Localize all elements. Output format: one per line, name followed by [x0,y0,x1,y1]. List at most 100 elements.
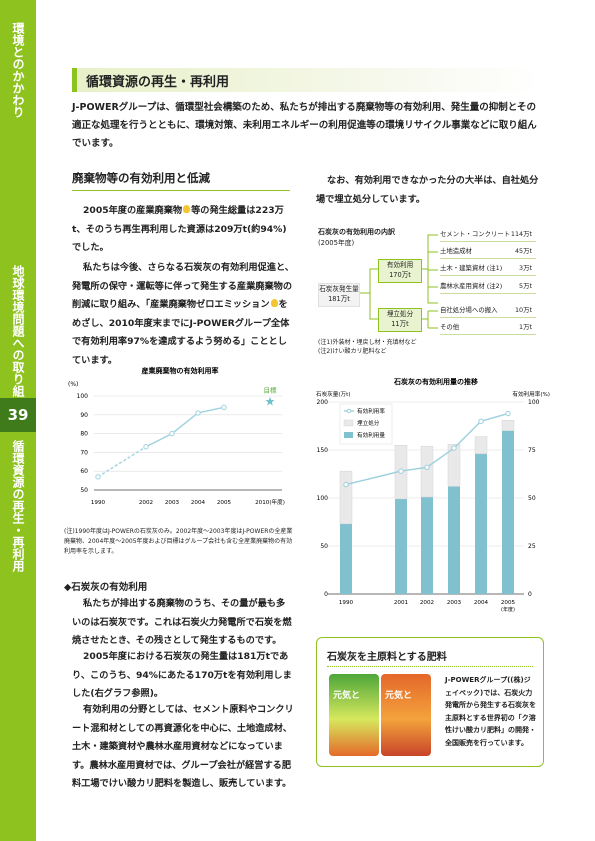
chart2-bar-used [421,497,433,594]
chart2-legend-label: 有効利用量 [357,431,385,439]
chart2-legend-swatch-landfill [343,419,354,427]
chart2-legend-swatch-used [344,432,353,438]
flow-used-label: 有効利用 [386,261,414,269]
flow-leaf: 土地造成材 45万t [440,245,536,259]
page-number: 39 [0,398,36,432]
flow-subtitle: (2005年度) [318,239,355,247]
intro-paragraph: J-POWERグループは、循環型社会構築のため、私たちが排出する廃棄物等の有効利… [72,102,537,149]
chart1-xtick: 2004 [191,500,206,506]
chart2-ytick-right: 75 [528,447,536,454]
flow-leaf-value: 10万t [514,306,532,314]
box-text: J-POWERグループ((株)ジェイペック)では、石炭火力発電所から発生する石炭… [445,676,536,747]
flow-leaf-value: 3万t [519,264,532,272]
chart1-xtick: 2005 [217,500,232,506]
fertilizer-box: 石炭灰を主原料とする肥料 元気と 元気と J-POWERグループ((株)ジェイペ… [316,637,544,767]
chart2-bar-used [448,486,460,594]
chart1-point [195,410,201,416]
flow-leaf-label: セメント・コンクリート [440,230,511,238]
page-title-bar: 循環資源の再生・再利用 [72,68,542,92]
chart1-target-label: 目標 [264,386,278,395]
chart2-xtick: 2002 [420,600,434,606]
flow-root-value: 181万t [328,295,350,303]
chart2-legend-label: 有効利用率 [357,407,385,415]
chart1-ytick: 60 [80,468,88,475]
chart1-point [95,474,101,480]
sidebar-topic: 循環資源の再生・再利用 [11,440,25,572]
paragraph-4: 2005年度における石炭灰の発生量は181万tであり、このうち、94%にあたる1… [72,651,292,699]
chart2-title: 石炭灰の有効利用量の推移 [393,377,478,386]
right-paragraph: なお、有効利用できなかった分の大半は、自社処分場で埋立処分しています。 [316,175,539,205]
chart2-ytick-right: 50 [528,495,536,502]
flow-landfill-label: 埋立処分 [386,310,414,318]
fertilizer-package-image: 元気と [329,674,379,756]
flow-root: 石炭灰発生量 181万t [318,283,360,307]
flow-leaf: 農林水産用資材 (注2) 5万t [440,280,536,294]
chart1-point [169,430,175,437]
sidebar-category: 環境とのかかわり [11,22,25,118]
paragraph-1: 2005年度の産業廃棄物 等の発生総量は223万t、そのうち再生再利用した資源は2… [72,202,294,258]
paragraph-2: 私たちは今後、さらなる石炭灰の有効利用促進と、発電所の保守・運転等に伴って発生す… [72,259,294,370]
section-heading: 廃棄物等の有効利用と低減 [72,170,290,191]
flow-leaf-label: 土地造成材 [440,247,472,255]
chart1-ytick: 70 [80,449,88,456]
flow-leaf-label: その他 [440,323,460,331]
chart1-ytick: 90 [80,412,88,419]
chart2-xtick: 2001 [394,600,409,606]
flow-leaf: その他 1万t [440,321,536,335]
paragraph-2-b: をめざし、2010年度末までにJ-POWERグループ全体で有効利用率97%を達成… [72,299,290,366]
flow-leaf-value: 114万t [510,230,532,238]
flow-note-1: (注1)外装材・埋戻し材・充填材など [318,339,417,346]
flow-used: 有効利用 170万t [378,259,422,283]
chart2-ytick-left: 100 [317,495,329,502]
chart1-ytick: 100 [77,393,89,400]
chart2-xlabel: (年度) [501,606,515,612]
package-text: 元気と [333,691,361,701]
flow-landfill-value: 11万t [391,320,409,328]
sidebar-section: 地球環境問題への取り組み [11,265,25,409]
chart1-ytick: 80 [80,431,88,438]
page-title: 循環資源の再生・再利用 [86,75,230,90]
chart2-rate-point [398,468,404,474]
flow-leaf-value: 45万t [514,247,532,255]
paragraph-5: 有効利用の分野としては、セメント原料やコンクリート混和材としての再資源化を中心に… [72,704,294,789]
flow-leaf-label: 農林水産用資材 (注2) [440,282,503,290]
chart2-ylabel-right: 有効利用率(%) [512,390,550,398]
paragraph-1-a: 2005年度の産業廃棄物 [83,205,183,216]
title-marker [72,68,77,92]
chart1-xtick: 2003 [165,500,180,506]
chart2-xtick: 1990 [339,600,354,606]
chart1-xtick: 1990 [91,500,106,506]
chart2-rate-point [343,481,349,488]
chart2-ytick-left: 200 [317,399,329,406]
paragraph-2-a: 私たちは今後、さらなる石炭灰の有効利用促進と、発電所の保守・運転等に伴って発生す… [72,262,294,310]
chart2-ytick-right: 100 [528,399,540,406]
flow-root-label: 石炭灰発生量 [319,285,359,293]
chart2-bar-used [340,523,352,594]
chart2-bar-landfill [339,470,353,525]
chart1-xtick: 2010(年度) [255,498,285,506]
bulb-icon [270,299,278,307]
flow-leaf: 自社処分場への搬入 10万t [440,304,536,318]
chart1-point [143,444,149,450]
flow-leaf-value: 5万t [519,282,532,290]
chart2-bar-landfill [420,445,434,498]
chart2-bar-landfill [474,436,488,455]
chart2-rate-point [424,464,430,470]
chart2-bar-used [475,453,487,594]
chart1-xtick: 2002 [139,500,153,506]
chart2-ytick-left: 0 [324,591,328,598]
chart2-xtick: 2005 [501,600,516,606]
chart2-ytick-left: 50 [320,543,328,550]
chart1-ylabel: (%) [68,381,78,388]
chart-note: (注)1990年度はJ-POWERの石炭灰のみ。2002年度～2003年度はJ-… [64,528,293,555]
box-title: 石炭灰を主原料とする肥料 [327,648,533,667]
chart2-bar-used [502,430,514,594]
sidebar: 環境とのかかわり 地球環境問題への取り組み 39 循環資源の再生・再利用 [0,0,36,841]
flow-note-2: (注2)けい酸カリ肥料など [318,348,387,355]
chart2-bar-used [395,498,407,594]
chart1-line [145,406,225,448]
chart2-bar-landfill [447,444,461,487]
package-text: 元気と [385,691,413,701]
chart2-rate-point [478,418,484,424]
